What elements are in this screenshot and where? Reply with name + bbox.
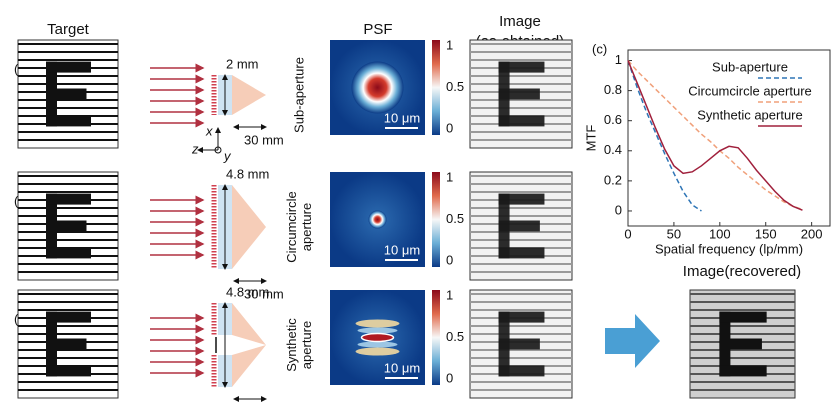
psf-spot [360,332,395,343]
recovered-header: Image(recovered) [683,263,801,280]
scale-bar-label: 10 μm [384,242,420,257]
letter-e [498,247,545,259]
target-image [17,289,119,399]
beam [232,303,266,387]
letter-e [46,220,87,232]
x-axis-label: Spatial frequency (lp/mm) [655,241,803,256]
letter-e [46,311,91,323]
width-label: 4.8 mm [226,284,269,299]
y-tick-label: 0 [615,202,622,217]
mtf-line [627,60,702,212]
x-tick-label: 150 [755,226,777,241]
colorbar [432,172,440,267]
width-label: 2 mm [226,56,259,71]
x-tick-label: 200 [801,226,823,241]
psf-header: PSF [363,21,392,38]
letter-e [46,247,91,259]
letter-e [46,193,91,205]
y-tick-label: 1 [615,52,622,67]
image-header: Image [499,13,541,30]
aperture-label: Circumcircle [284,191,299,263]
y-tick-label: 0.6 [604,112,622,127]
psf-lobe [357,327,398,334]
target-image [469,171,573,281]
beam [232,75,266,115]
x-tick-label: 100 [709,226,731,241]
psf-spot [368,210,387,229]
letter-e [46,88,87,100]
colorbar [432,40,440,135]
colorbar-tick: 1 [446,37,453,52]
y-tick-label: 0.4 [604,142,622,157]
colorbar-tick: 0 [446,252,453,267]
y-tick-label: 0.2 [604,172,622,187]
psf-lobe [355,347,400,356]
letter-e [46,365,91,377]
letter-e [498,115,545,127]
beam [232,185,266,269]
target-image [17,39,119,149]
target-image [17,171,119,281]
legend-label: Synthetic aperture [697,107,803,122]
mtf-line [627,60,803,211]
letter-e [498,365,545,377]
letter-e [498,61,545,73]
psf-lobe [355,319,400,328]
colorbar-tick: 0 [446,370,453,385]
colorbar-tick: 0 [446,120,453,135]
target-image [469,39,573,149]
axis-dot [214,146,222,154]
process-arrow [605,314,660,368]
letter-e [719,311,767,323]
axis-name: z [191,141,199,156]
letter-e [498,311,545,323]
aperture-label: Sub-aperture [291,57,306,133]
scale-bar-label: 10 μm [384,360,420,375]
axis-name: x [205,123,213,138]
colorbar-tick: 1 [446,287,453,302]
aperture-label: aperture [299,203,314,251]
letter-e [719,365,767,377]
psf-lobe [357,341,398,348]
letter-e [719,338,762,350]
plot-frame [627,49,831,227]
width-label: 4.8 mm [226,166,269,181]
panel-label: (c) [592,41,607,56]
axis-name: y [223,148,232,163]
letter-e [46,338,87,350]
target-image [689,289,796,399]
colorbar-tick: 0.5 [446,79,464,94]
target-image [469,289,573,399]
target-header: Target [47,21,90,38]
psf-spot [351,61,404,114]
aperture-label: aperture [299,321,314,369]
x-tick-label: 0 [624,226,631,241]
x-tick-label: 50 [667,226,681,241]
colorbar-tick: 0.5 [446,211,464,226]
colorbar [432,290,440,385]
scale-bar-label: 10 μm [384,110,420,125]
legend-label: Sub-aperture [712,59,788,74]
distance-label: 30 mm [244,286,284,301]
y-axis-label: MTF [583,125,598,152]
letter-e [498,220,540,232]
colorbar-tick: 1 [446,169,453,184]
letter-e [498,193,545,205]
colorbar-tick: 0.5 [446,329,464,344]
y-tick-label: 0.8 [604,82,622,97]
mtf-line [627,60,803,211]
letter-e [498,88,540,100]
distance-label: 30 mm [244,132,284,147]
aperture-label: Synthetic [284,318,299,372]
letter-e [498,338,540,350]
legend-label: Circumcircle aperture [688,83,812,98]
letter-e [46,115,91,127]
letter-e [46,61,91,73]
